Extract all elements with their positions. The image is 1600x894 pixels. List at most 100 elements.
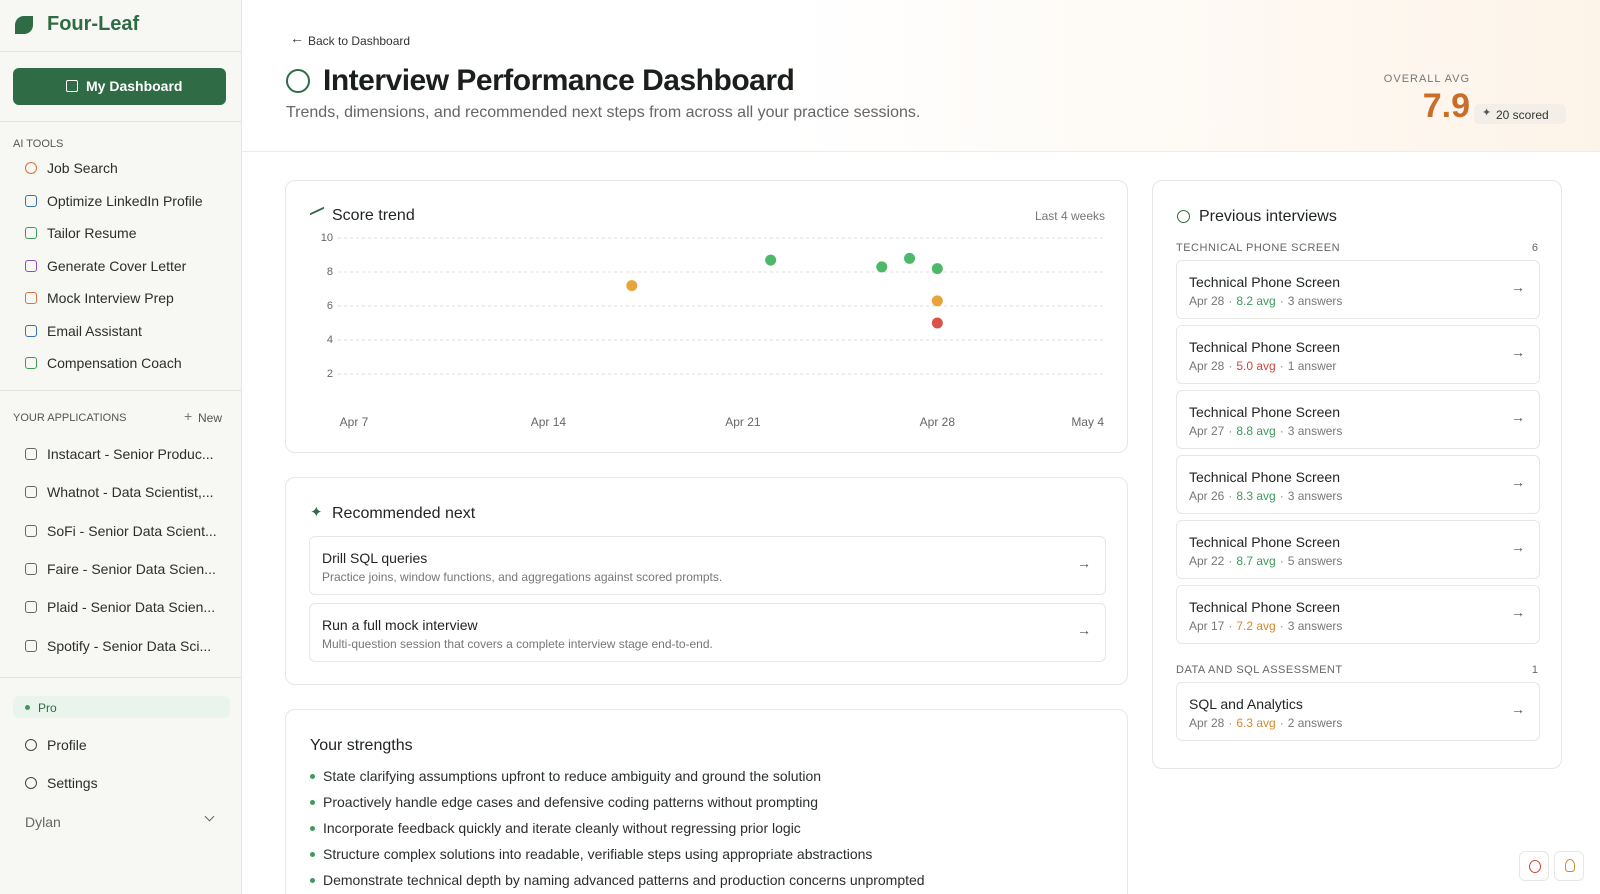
dot (25, 705, 30, 710)
icon (25, 524, 37, 537)
section-heading: AI TOOLS (13, 138, 64, 150)
icon (25, 227, 37, 239)
nav-label: Job Search (47, 160, 118, 176)
interview-meta: Apr 286.3 avg2 answers (1189, 716, 1342, 730)
divider (0, 677, 241, 678)
interview-item[interactable]: SQL and Analytics Apr 286.3 avg2 answers → (1176, 682, 1540, 741)
section-title: Your strengths (310, 737, 413, 754)
divider (0, 51, 241, 52)
nav-label: Optimize LinkedIn Profile (47, 192, 203, 209)
x-tick-label: May 4 (1071, 415, 1104, 429)
interview-item[interactable]: Technical Phone Screen Apr 268.3 avg3 ans… (1176, 455, 1540, 514)
bug-icon (1529, 860, 1541, 873)
nav-label: Mock Interview Prep (47, 290, 174, 306)
icon (25, 324, 37, 337)
plus-icon: + (184, 408, 193, 424)
x-tick-label: Apr 28 (920, 415, 956, 429)
strength: Proactively handle edge cases and defens… (323, 794, 818, 810)
interview-meta: Apr 228.7 avg5 answers (1189, 554, 1342, 568)
bullet (310, 878, 315, 883)
interview-answers: 1 answer (1276, 359, 1337, 373)
interview-date: Apr 27 (1189, 424, 1225, 438)
data-point (931, 263, 943, 275)
card: Previous interviews TECHNICAL PHONE SCREE… (1152, 180, 1562, 769)
arrow: → (1077, 555, 1091, 571)
user-menu[interactable]: Dylan (13, 809, 226, 835)
chevron (204, 811, 215, 822)
application-label: Plaid - Senior Data Scien... (47, 599, 216, 616)
icon (25, 486, 37, 499)
nav-item[interactable]: Settings (13, 770, 226, 796)
interview-item[interactable]: Technical Phone Screen Apr 285.0 avg1 ans… (1176, 325, 1540, 384)
application-label: Spotify - Senior Data Sci... (47, 637, 212, 654)
dashboard-button[interactable]: My Dashboard (13, 68, 226, 105)
interview-item[interactable]: Technical Phone Screen Apr 288.2 avg3 ans… (1176, 260, 1540, 319)
arrow: → (1511, 701, 1525, 717)
application-item[interactable]: Whatnot - Data Scientist,... (13, 479, 226, 505)
icon (25, 259, 37, 272)
scatter-chart: 2 4 6 8 10 Apr 7 Apr 14 Apr 21 Apr 28 May 4 (321, 232, 1106, 429)
new-button[interactable]: + New (182, 408, 228, 426)
interview-item[interactable]: Technical Phone Screen Apr 278.8 avg3 ans… (1176, 390, 1540, 449)
y-tick-label: 8 (327, 266, 333, 278)
plan-label: Pro (38, 701, 57, 715)
nav-item[interactable]: Generate Cover Letter (13, 253, 226, 279)
nav-item[interactable]: Email Assistant (13, 318, 226, 344)
data-point (876, 261, 888, 273)
interview-avg: 6.3 avg (1224, 716, 1275, 730)
back-link[interactable]: ← Back to Dashboard (290, 30, 430, 50)
chart-title: Score trend (332, 207, 415, 224)
nav-label: Settings (47, 775, 98, 791)
nav-item[interactable]: Mock Interview Prep (13, 285, 226, 311)
recommendation[interactable]: Drill SQL queries Practice joins, window … (309, 536, 1106, 595)
nav-item[interactable]: Tailor Resume (13, 220, 226, 246)
interview-date: Apr 26 (1189, 489, 1225, 503)
interview-avg: 7.2 avg (1224, 619, 1275, 633)
recommendation[interactable]: Run a full mock interview Multi-question … (309, 603, 1106, 662)
interview-title: Technical Phone Screen (1189, 339, 1340, 355)
icon (25, 162, 37, 174)
application-label: SoFi - Senior Data Scient... (47, 522, 217, 539)
interview-title: Technical Phone Screen (1189, 274, 1340, 290)
page-subtitle: Trends, dimensions, and recommended next… (286, 104, 921, 121)
nav-item[interactable]: Job Search (13, 155, 226, 181)
interview-meta: Apr 285.0 avg1 answer (1189, 359, 1336, 373)
overall-label: OVERALL AVG (1383, 73, 1470, 85)
x-tick-label: Apr 7 (340, 415, 369, 429)
divider (0, 121, 241, 122)
bullet (310, 774, 315, 779)
y-tick-label: 10 (321, 232, 333, 244)
application-item[interactable]: Faire - Senior Data Scien... (13, 556, 226, 582)
application-item[interactable]: Spotify - Senior Data Sci... (13, 633, 226, 659)
interview-date: Apr 17 (1189, 619, 1225, 633)
recommendation-description: Multi-question session that covers a com… (322, 637, 713, 651)
arrow: → (1511, 279, 1525, 295)
interview-title: Technical Phone Screen (1189, 404, 1340, 420)
interview-item[interactable]: Technical Phone Screen Apr 177.2 avg3 ans… (1176, 585, 1540, 644)
group-count: 6 (1531, 242, 1538, 254)
application-item[interactable]: SoFi - Senior Data Scient... (13, 518, 226, 544)
icon (25, 601, 37, 614)
section-heading: YOUR APPLICATIONS (13, 412, 127, 424)
idea-button[interactable] (1554, 851, 1584, 881)
icon (25, 357, 37, 369)
arrow: ← (290, 30, 304, 46)
chart-subtitle: Last 4 weeks (1034, 209, 1105, 223)
interview-date: Apr 28 (1189, 716, 1225, 730)
nav-item[interactable]: Compensation Coach (13, 350, 226, 376)
application-item[interactable]: Plaid - Senior Data Scien... (13, 594, 226, 620)
application-item[interactable]: Instacart - Senior Produc... (13, 441, 226, 467)
bug-button[interactable] (1519, 851, 1549, 881)
recommendation-description: Practice joins, window functions, and ag… (322, 570, 723, 584)
history-icon (1177, 210, 1190, 223)
nav-item[interactable]: Profile (13, 732, 226, 758)
data-point (931, 317, 943, 329)
nav-item[interactable]: Optimize LinkedIn Profile (13, 188, 226, 214)
section-title: Recommended next (332, 505, 476, 522)
card: ✦ Recommended next Drill SQL queries Practi… (285, 477, 1128, 685)
application-label: Faire - Senior Data Scien... (47, 560, 216, 577)
icon (25, 639, 37, 652)
interview-item[interactable]: Technical Phone Screen Apr 228.7 avg5 ans… (1176, 520, 1540, 579)
interview-answers: 2 answers (1276, 716, 1343, 730)
